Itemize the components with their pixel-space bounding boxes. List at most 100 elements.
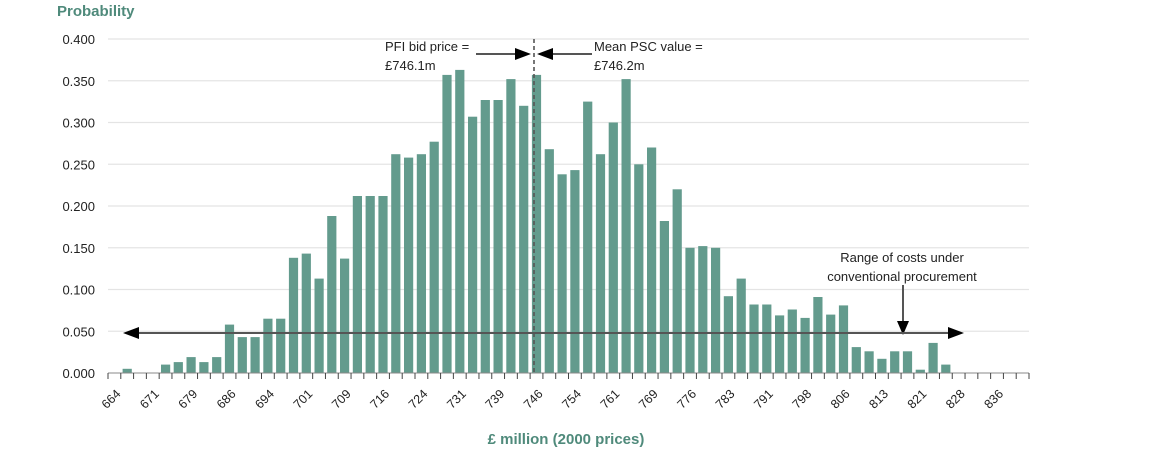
histogram-bar (314, 278, 324, 373)
x-tick-label: 664 (99, 387, 124, 412)
histogram-bar (237, 337, 247, 373)
histogram-bar (941, 364, 951, 373)
pfi-label-line1: PFI bid price = (385, 39, 469, 54)
y-tick-label: 0.250 (62, 157, 95, 172)
histogram-bar (775, 315, 785, 373)
x-tick-label: 686 (214, 387, 239, 412)
range-down-arrow-head-icon (897, 321, 909, 335)
histogram-bar (634, 164, 644, 374)
histogram-bar (672, 189, 682, 373)
histogram-bar (826, 314, 836, 373)
histogram-bar (813, 297, 823, 373)
range-label-line1: Range of costs under (840, 250, 964, 265)
histogram-bar (544, 149, 554, 373)
y-tick-label: 0.350 (62, 74, 95, 89)
x-tick-label: 731 (444, 387, 469, 412)
histogram-bar (340, 258, 350, 373)
pfi-arrow-head-icon (515, 48, 531, 60)
x-axis (107, 372, 1030, 379)
psc-label-line2: £746.2m (594, 58, 645, 73)
histogram-bar (736, 278, 746, 373)
x-tick-label: 701 (291, 387, 316, 412)
histogram-bar (212, 357, 222, 373)
histogram-bar (352, 196, 362, 373)
psc-label-line1: Mean PSC value = (594, 39, 703, 54)
histogram-bar (173, 362, 183, 373)
range-right-arrow-head-icon (948, 327, 964, 339)
x-tick-label: 679 (176, 387, 201, 412)
y-tick-label: 0.050 (62, 324, 95, 339)
x-tick-label: 828 (943, 387, 968, 412)
histogram-bar (723, 296, 733, 373)
histogram-bar (327, 216, 337, 373)
histogram-bar (480, 100, 490, 373)
histogram-bar (902, 351, 913, 373)
x-tick-labels: 664 671 679 686 694 701 709 716 724 731 739 746 754 7… (99, 387, 1006, 412)
y-tick-label: 0.300 (62, 116, 95, 131)
y-tick-labels: 0.000 0.050 0.100 0.150 0.200 0.250 0.300 0.350… (62, 32, 95, 381)
histogram-bar (685, 247, 695, 374)
x-tick-label: 836 (981, 387, 1006, 412)
histogram-bar (698, 246, 708, 373)
histogram-bar (365, 196, 375, 373)
x-tick-label: 813 (866, 387, 891, 412)
histogram-bar (122, 368, 132, 373)
histogram-bar (519, 105, 529, 374)
range-label-line2: conventional procurement (827, 269, 977, 284)
x-tick-label: 671 (137, 387, 162, 412)
histogram-bar (288, 257, 299, 373)
histogram-bar (416, 154, 426, 373)
histogram-bar (890, 351, 900, 373)
histogram-bar (647, 147, 657, 373)
x-tick-label: 761 (598, 387, 623, 412)
histogram-bar (851, 347, 861, 373)
x-tick-label: 724 (406, 387, 431, 412)
histogram-bar (608, 122, 618, 373)
histogram-bar (659, 221, 669, 373)
x-tick-label: 739 (483, 387, 508, 412)
range-left-arrow-head-icon (123, 327, 139, 339)
x-axis-title: £ million (2000 prices) (488, 431, 645, 448)
x-tick-label: 769 (636, 387, 661, 412)
histogram-bar (493, 100, 503, 373)
histogram-bar (186, 357, 196, 373)
x-tick-label: 694 (252, 387, 277, 412)
histogram-bar (838, 305, 849, 373)
histogram-bar (263, 318, 273, 373)
x-tick-label: 776 (674, 387, 699, 412)
histogram-bar (877, 358, 887, 373)
histogram-bar (224, 324, 235, 373)
gridlines (108, 38, 1029, 332)
histogram-bar (391, 154, 401, 373)
histogram-bar (557, 174, 567, 373)
histogram-bar (928, 342, 938, 373)
histogram-bar (787, 309, 797, 373)
bars (122, 69, 951, 374)
histogram-bar (250, 337, 260, 373)
x-tick-label: 746 (521, 387, 546, 412)
y-axis-title: Probability (57, 3, 135, 20)
histogram-bar (864, 351, 874, 373)
histogram-bar (595, 154, 606, 373)
x-tick-label: 791 (751, 387, 776, 412)
histogram-bar (531, 74, 542, 374)
x-tick-label: 716 (367, 387, 392, 412)
histogram-bar (301, 253, 311, 373)
histogram-bar (468, 116, 478, 373)
x-tick-label: 754 (559, 387, 584, 412)
histogram-bar (800, 317, 810, 373)
x-tick-label: 821 (905, 387, 930, 412)
histogram-bar (442, 74, 452, 374)
y-tick-label: 0.100 (62, 283, 95, 298)
y-tick-label: 0.150 (62, 241, 95, 256)
histogram-bar (762, 304, 772, 373)
histogram-bar (161, 364, 171, 373)
histogram-bar (711, 247, 721, 374)
x-tick-label: 806 (828, 387, 853, 412)
psc-arrow-head-icon (537, 48, 553, 60)
x-tick-label: 798 (790, 387, 815, 412)
histogram-bar (199, 362, 209, 373)
y-tick-label: 0.200 (62, 199, 95, 214)
pfi-label-line2: £746.1m (385, 58, 436, 73)
